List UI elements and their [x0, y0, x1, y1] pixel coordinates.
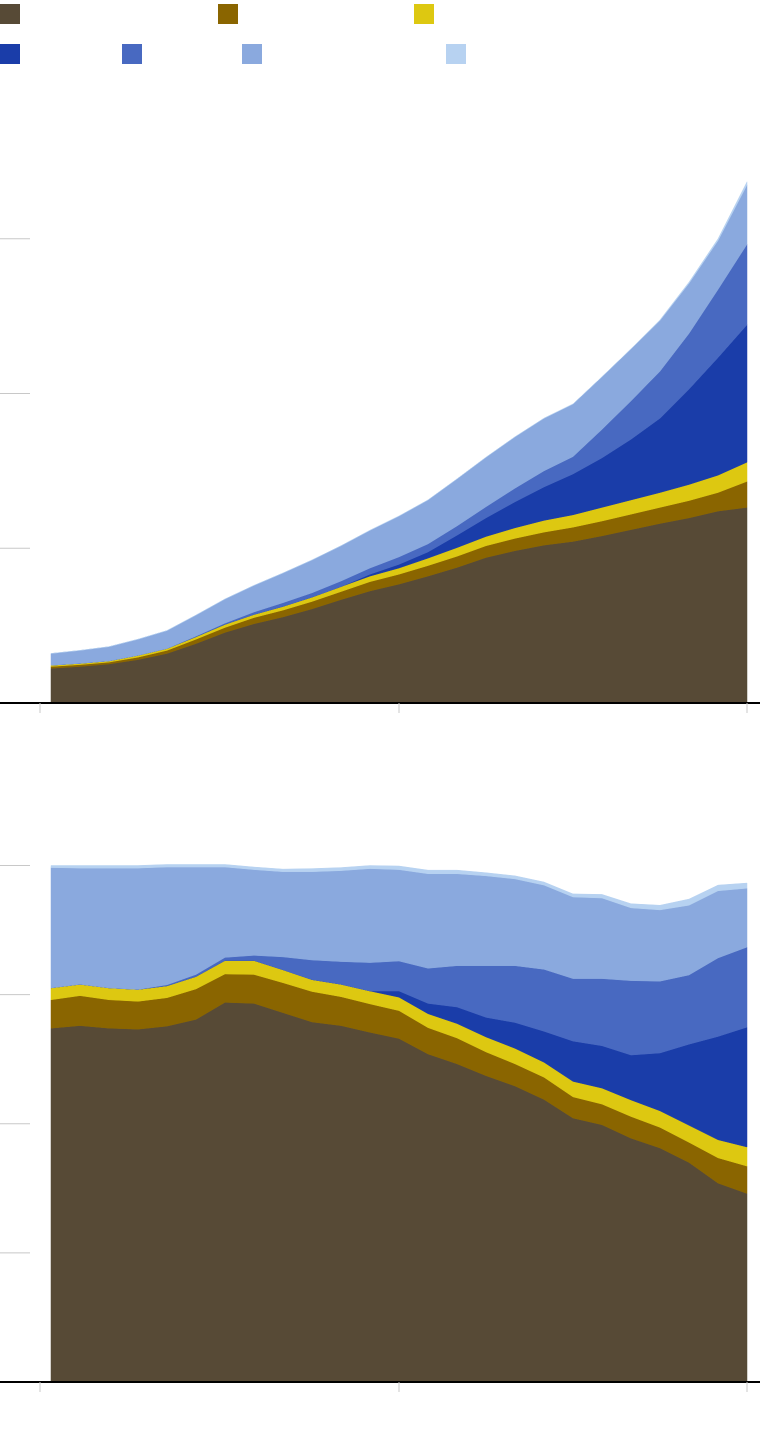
area-series-s7-chart-1 — [50, 181, 748, 654]
legend-item-s2 — [218, 4, 244, 24]
legend-item-s3 — [414, 4, 440, 24]
legend-item-s1 — [0, 4, 26, 24]
legend-item-s4 — [0, 44, 26, 64]
legend-swatch-s7 — [446, 44, 466, 64]
legend-item-s6 — [242, 44, 268, 64]
area-series-s7-chart-2 — [50, 864, 748, 911]
legend-swatch-s5 — [122, 44, 142, 64]
legend-item-s7 — [446, 44, 472, 64]
legend-swatch-s3 — [414, 4, 434, 24]
legend-swatch-s6 — [242, 44, 262, 64]
legend-swatch-s4 — [0, 44, 20, 64]
legend — [0, 0, 760, 80]
legend-swatch-s1 — [0, 4, 20, 24]
legend-swatch-s2 — [218, 4, 238, 24]
legend-item-s5 — [122, 44, 148, 64]
